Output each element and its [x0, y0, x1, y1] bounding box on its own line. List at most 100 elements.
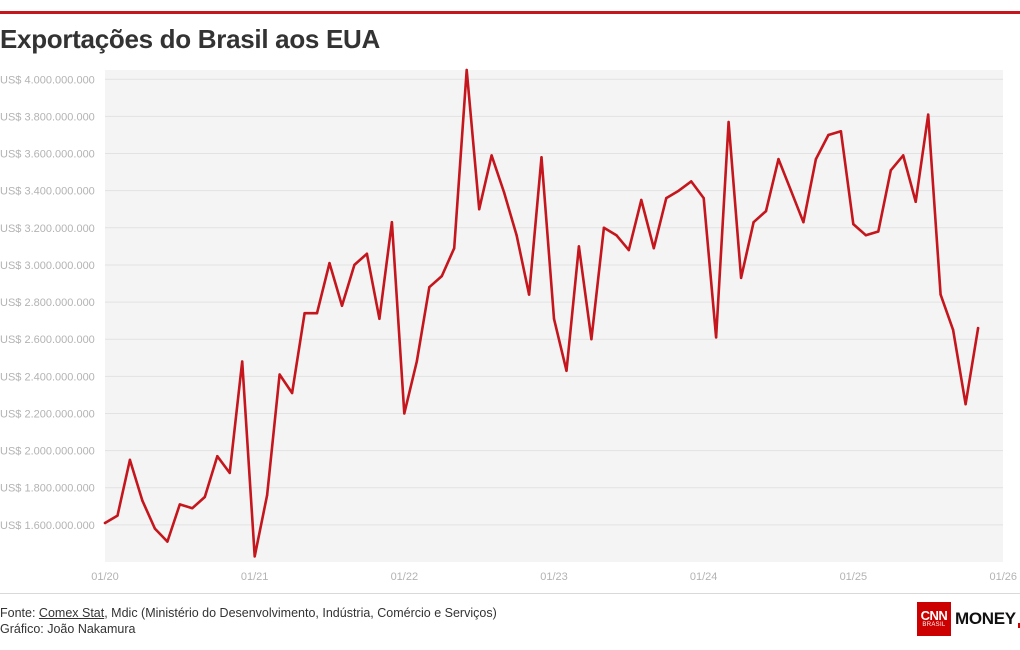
data-point: [652, 247, 655, 250]
data-point: [889, 169, 892, 172]
data-point: [103, 521, 107, 525]
y-tick-label: US$ 3.600.000.000: [0, 149, 95, 161]
data-point: [465, 68, 468, 72]
data-point: [340, 304, 344, 307]
y-tick-label: US$ 4.000.000.000: [0, 74, 95, 86]
data-point: [240, 360, 244, 363]
source-line: Fonte: Comex Stat, Mdic (Ministério do D…: [0, 605, 497, 621]
data-point: [253, 555, 256, 558]
data-point: [477, 208, 481, 211]
data-point: [764, 209, 768, 213]
source-prefix: Fonte:: [0, 606, 39, 620]
data-point: [964, 402, 967, 406]
x-tick-label: 01/25: [840, 571, 868, 583]
data-point: [153, 527, 157, 530]
data-point: [565, 369, 568, 372]
top-accent-rule: [0, 11, 1020, 14]
y-tick-label: US$ 3.400.000.000: [0, 186, 95, 198]
data-point: [141, 499, 144, 502]
data-point: [353, 263, 356, 267]
data-point: [665, 196, 668, 200]
y-tick-label: US$ 2.800.000.000: [0, 297, 95, 309]
data-point: [939, 293, 942, 296]
data-point: [615, 234, 618, 237]
data-point: [627, 248, 631, 252]
data-point: [303, 312, 306, 315]
source-link-comex-stat[interactable]: Comex Stat: [38, 606, 105, 620]
data-point: [926, 113, 930, 116]
data-point: [802, 221, 805, 224]
y-tick-label: US$ 3.000.000.000: [0, 260, 95, 272]
data-point: [902, 154, 905, 157]
data-point: [166, 540, 169, 543]
plot-layer: US$ 1.600.000.000 US$ 1.800.000.000 US$ 2.…: [0, 68, 1017, 583]
data-point: [515, 234, 518, 237]
x-tick-label: 01/22: [391, 571, 419, 583]
y-tick-label: US$ 1.600.000.000: [0, 520, 95, 532]
data-point: [440, 274, 443, 278]
x-tick-label: 01/23: [540, 571, 568, 583]
money-wordmark: MONEY: [955, 609, 1016, 628]
y-tick-label: US$ 1.800.000.000: [0, 483, 95, 495]
data-point: [852, 222, 855, 226]
data-point: [178, 503, 182, 506]
data-point: [415, 360, 419, 363]
y-tick-label: US$ 3.800.000.000: [0, 111, 95, 123]
data-point: [590, 338, 593, 341]
data-point: [428, 286, 431, 289]
x-tick-label: 01/26: [989, 571, 1017, 583]
data-point: [914, 200, 917, 204]
data-point: [951, 328, 955, 332]
data-point: [216, 454, 219, 458]
chart-credit: Gráfico: João Nakamura: [0, 622, 136, 636]
data-point: [877, 230, 880, 233]
chart-title: Exportações do Brasil aos EUA: [0, 24, 380, 54]
data-point: [839, 130, 843, 133]
data-point: [814, 157, 818, 161]
source-rest: , Mdic (Ministério do Desenvolvimento, I…: [104, 606, 497, 620]
data-point: [191, 506, 194, 510]
data-point: [502, 191, 506, 194]
cnn-money-logo[interactable]: CNN BRASIL MONEY: [917, 601, 1020, 637]
data-point: [702, 196, 705, 200]
data-point: [827, 133, 830, 137]
x-tick-label: 01/20: [91, 571, 119, 583]
data-point: [116, 514, 119, 517]
data-point: [552, 317, 556, 320]
data-point: [714, 336, 718, 339]
data-point: [540, 156, 543, 159]
data-point: [739, 276, 743, 280]
data-point: [228, 471, 231, 475]
y-tick-label: US$ 2.200.000.000: [0, 408, 95, 420]
data-point: [490, 154, 493, 157]
y-tick-label: US$ 2.600.000.000: [0, 334, 95, 346]
y-tick-label: US$ 2.400.000.000: [0, 371, 95, 383]
data-point: [976, 326, 980, 330]
data-point: [390, 221, 394, 224]
x-tick-label: 01/24: [690, 571, 718, 583]
data-point: [315, 312, 319, 315]
data-point: [527, 293, 531, 296]
chart-footer: Fonte: Comex Stat, Mdic (Ministério do D…: [0, 605, 497, 637]
data-point: [727, 120, 730, 124]
data-point: [128, 458, 132, 462]
y-tick-label: US$ 2.000.000.000: [0, 446, 95, 458]
footer-divider: [0, 593, 1020, 594]
brasil-wordmark: BRASIL: [922, 622, 946, 628]
money-bars-icon: [1017, 616, 1020, 628]
data-point: [453, 247, 456, 250]
cnn-wordmark: CNN: [920, 608, 948, 623]
data-point: [328, 261, 331, 265]
data-point: [602, 226, 606, 230]
data-point: [290, 391, 294, 395]
data-point: [864, 234, 868, 237]
data-point: [677, 189, 680, 192]
data-point: [265, 493, 269, 497]
data-point: [752, 221, 755, 224]
data-point: [789, 189, 793, 192]
x-tick-label: 01/21: [241, 571, 269, 583]
cnn-brasil-mark: CNN BRASIL: [917, 602, 951, 636]
line-chart: US$ 1.600.000.000 US$ 1.800.000.000 US$ 2.…: [0, 68, 1017, 583]
data-point: [777, 157, 780, 161]
data-point: [203, 495, 206, 499]
